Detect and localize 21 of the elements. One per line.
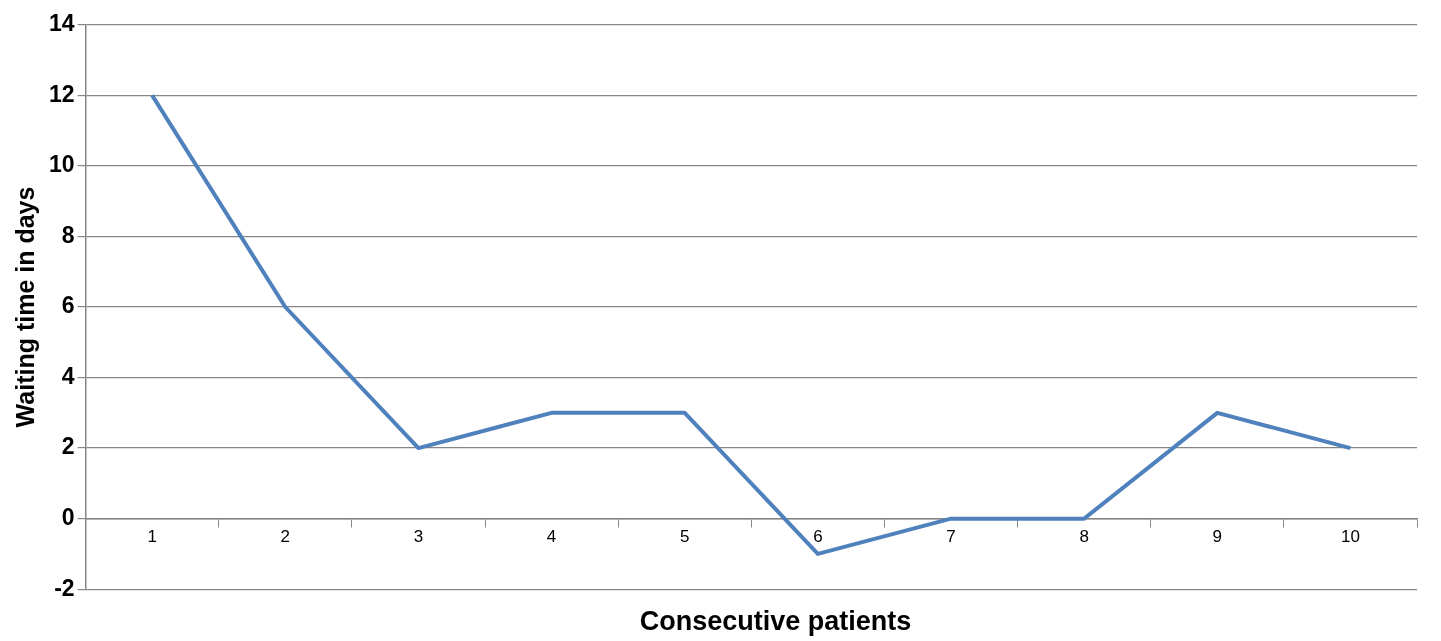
- y-tick-label: 14: [48, 10, 75, 37]
- x-tick-label: 5: [679, 526, 690, 546]
- y-tick-label: 4: [61, 362, 75, 389]
- x-tick-label: 10: [1340, 526, 1360, 546]
- x-tick-label: 9: [1212, 526, 1223, 546]
- y-tick-label: 8: [61, 221, 75, 248]
- y-tick-label: 2: [61, 433, 75, 460]
- y-axis-title: Waiting time in days: [10, 186, 39, 428]
- x-axis-title: Consecutive patients: [638, 606, 913, 637]
- x-tick-label: 7: [946, 526, 956, 546]
- y-tick-label: 0: [61, 503, 75, 530]
- x-tick-label: 6: [813, 526, 823, 546]
- x-tick-label: 8: [1079, 526, 1089, 546]
- x-tick-label: 1: [147, 526, 157, 546]
- y-tick-label: 6: [61, 292, 75, 319]
- x-tick-label: 2: [280, 526, 291, 546]
- y-tick-label: -2: [54, 574, 75, 601]
- x-tick-label: 4: [546, 526, 557, 546]
- x-tick-label: 3: [413, 526, 424, 546]
- y-tick-label: 10: [48, 151, 75, 178]
- y-tick-label: 12: [48, 80, 75, 107]
